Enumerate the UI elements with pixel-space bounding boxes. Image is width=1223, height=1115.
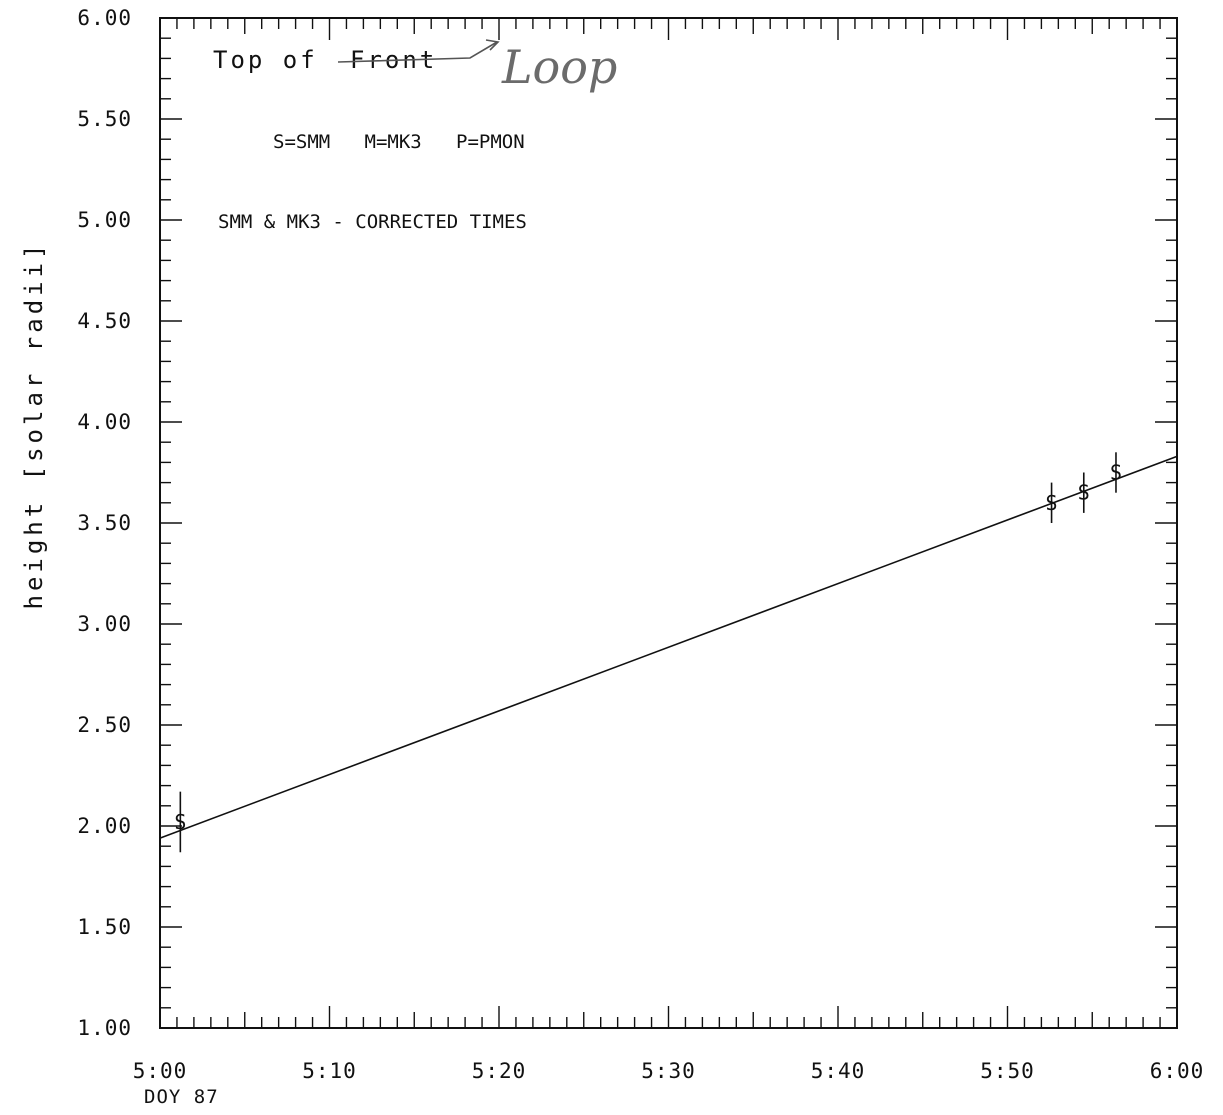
data-point-marker: S <box>1110 461 1122 485</box>
y-tick-label: 4.50 <box>77 309 132 333</box>
x-tick-label: 5:10 <box>302 1059 357 1083</box>
heading-handwritten-word: Loop <box>501 40 617 94</box>
y-tick-label: 3.50 <box>77 511 132 535</box>
y-tick-label: 1.00 <box>77 1016 132 1040</box>
x-tick-label: 5:50 <box>980 1059 1035 1083</box>
x-tick-label: 5:40 <box>811 1059 866 1083</box>
data-point-marker: S <box>1078 481 1090 505</box>
x-tick-label: 5:00 <box>133 1059 188 1083</box>
tick-labels: 1.00 1.50 2.00 2.50 3.00 3.50 4.00 4.50 5.00 5.50… <box>77 6 1205 1083</box>
strikethrough-mark <box>337 41 498 63</box>
data-points: SS SS <box>174 452 1122 853</box>
x-tick-label: 5:30 <box>641 1059 696 1083</box>
arrowhead-mark <box>485 39 500 51</box>
y-tick-label: 1.50 <box>77 915 132 939</box>
y-tick-label: 5.50 <box>77 107 132 131</box>
plot-frame <box>159 17 1178 1029</box>
fit-line <box>159 455 1178 839</box>
annotation-legend: S=SMM M=MK3 P=PMON <box>273 131 525 153</box>
x-tick-label: 5:20 <box>472 1059 527 1083</box>
annotation-heading: Top of Front Loop <box>213 39 617 94</box>
y-tick-label: 2.00 <box>77 814 132 838</box>
x-tick-label: 6:00 <box>1150 1059 1205 1083</box>
axis-ticks <box>159 17 1178 1029</box>
data-point-marker: S <box>174 810 186 834</box>
y-tick-label: 3.00 <box>77 612 132 636</box>
y-tick-label: 4.00 <box>77 410 132 434</box>
y-tick-label: 5.00 <box>77 208 132 232</box>
data-point-marker: S <box>1046 491 1058 515</box>
x-axis-sublabel: DOY 87 <box>144 1086 219 1108</box>
heading-prefix: Top of <box>213 46 318 74</box>
annotation-note: SMM & MK3 - CORRECTED TIMES <box>218 211 527 233</box>
y-tick-label: 2.50 <box>77 713 132 737</box>
y-axis-label: height [solar radii] <box>20 241 48 610</box>
y-tick-label: 6.00 <box>77 6 132 30</box>
